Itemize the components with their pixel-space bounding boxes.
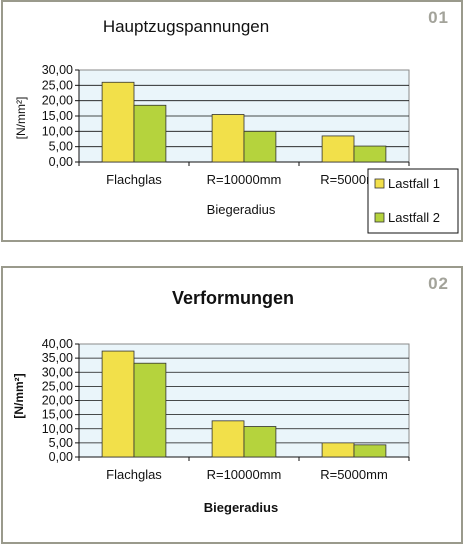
bar [133, 104, 167, 163]
bar [101, 81, 135, 163]
x-tick-label: Flachglas [106, 467, 162, 482]
x-tick-label: R=10000mm [207, 172, 282, 187]
chart-panel-1: 01 0,00 5,00 10,00 15,00 20,00 25,00 30,00 Flac… [1, 0, 463, 242]
y-tick-label: 25,00 [42, 78, 73, 92]
x-axis-label: Biegeradius [204, 500, 278, 515]
chart-title: Hauptzugspannungen [103, 17, 269, 36]
legend-label-lastfall-1: Lastfall 1 [388, 176, 440, 191]
y-tick-label: 0,00 [49, 155, 73, 169]
y-tick-label: 35,00 [42, 351, 73, 365]
y-tick-label: 15,00 [42, 408, 73, 422]
x-tick-label: R=10000mm [207, 467, 282, 482]
y-tick-label: 0,00 [49, 450, 73, 464]
plot-area: 0,005,0010,0015,0020,0025,0030,0035,0040… [42, 337, 410, 482]
panel-number: 01 [428, 8, 449, 27]
bar [321, 442, 355, 458]
bar [101, 350, 135, 458]
panel-number: 02 [428, 274, 449, 293]
bar [243, 130, 277, 163]
chart-title: Verformungen [172, 288, 294, 308]
legend-label-lastfall-2: Lastfall 2 [388, 210, 440, 225]
y-tick-label: 20,00 [42, 94, 73, 108]
y-tick-label: 15,00 [42, 109, 73, 123]
x-tick-label: R=5000mm [320, 467, 388, 482]
y-axis-label: [N/mm²] [14, 97, 28, 140]
y-tick-label: 10,00 [42, 124, 73, 138]
y-tick-label: 25,00 [42, 379, 73, 393]
y-tick-label: 20,00 [42, 394, 73, 408]
y-tick-label: 5,00 [49, 140, 73, 154]
bar [211, 114, 245, 163]
bar [243, 426, 277, 458]
y-tick-label: 30,00 [42, 63, 73, 77]
chart-verformungen: 0,005,0010,0015,0020,0025,0030,0035,0040… [12, 288, 410, 515]
bar [353, 145, 387, 163]
x-axis-label: Biegeradius [207, 202, 276, 217]
x-tick-label: Flachglas [106, 172, 162, 187]
bar [321, 135, 355, 163]
chart-panel-2: 02 0,00 5,00 10,00 15,00 20,00 25,00 30,00 35,0… [1, 266, 463, 544]
y-tick-label: 30,00 [42, 365, 73, 379]
y-tick-label: 40,00 [42, 337, 73, 351]
bar [211, 420, 245, 458]
y-tick-label: 10,00 [42, 422, 73, 436]
y-tick-label: 5,00 [49, 436, 73, 450]
bar [353, 444, 387, 458]
legend-swatch-lastfall-2 [374, 212, 385, 223]
legend: Lastfall 1 Lastfall 2 [367, 168, 459, 234]
bar [133, 362, 167, 458]
legend-swatch-lastfall-1 [374, 178, 385, 189]
y-axis-label: [N/mm²] [12, 373, 26, 418]
